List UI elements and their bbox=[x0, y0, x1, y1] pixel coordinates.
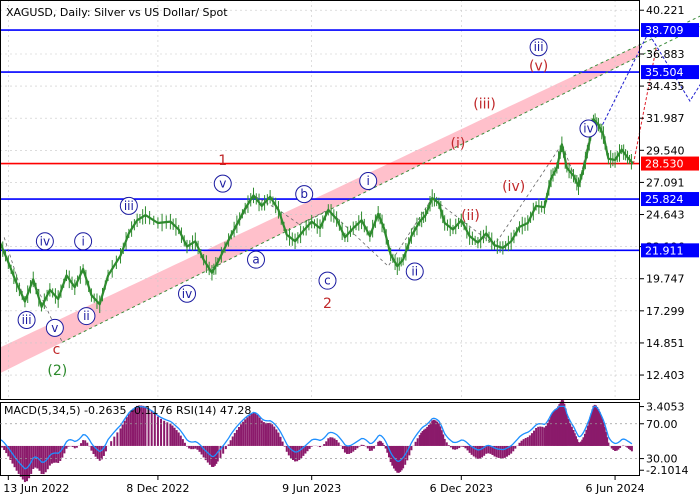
trend-lines bbox=[62, 15, 700, 343]
wave-label-circle bbox=[405, 262, 424, 281]
y-tick-label: 24.643 bbox=[646, 209, 685, 222]
channel-area bbox=[0, 44, 640, 374]
wave-label: iv bbox=[40, 234, 50, 248]
y-tick-label: 14.851 bbox=[646, 337, 685, 350]
wave-label: (iii) bbox=[473, 97, 496, 113]
wave-label: v bbox=[219, 177, 226, 191]
indicator-frame bbox=[0, 402, 640, 476]
x-tick-label: 6 Jun 2024 bbox=[585, 482, 644, 495]
x-tick-label: 8 Dec 2022 bbox=[126, 482, 189, 495]
indicator-tick-label: 70.00 bbox=[646, 418, 678, 431]
wave-label: iv bbox=[583, 122, 593, 136]
wave-label-circle bbox=[247, 250, 265, 269]
level-35504-label: 35.504 bbox=[645, 66, 684, 79]
wave-label: 2 bbox=[323, 296, 332, 312]
y-tick-label: 31.987 bbox=[646, 112, 685, 125]
wave-labels: iv iiiiviic(2)iiiiv1vabc2iii(i)(ii)(iii)(… bbox=[17, 38, 598, 379]
wave-label: i bbox=[367, 174, 370, 188]
wave-label: c bbox=[324, 274, 331, 288]
wave-label: 1 bbox=[218, 153, 227, 169]
indicator-panel: MACD(5,34,5) -0.2635 -0.1176 RSI(14) 47.… bbox=[0, 399, 640, 483]
level-38709-label: 38.709 bbox=[645, 24, 684, 37]
x-tick-label: 6 Dec 2023 bbox=[430, 482, 493, 495]
wave-label-circle bbox=[17, 311, 36, 329]
wave-label: a bbox=[252, 253, 259, 267]
wave-label-circle bbox=[45, 318, 64, 337]
y-tick-label: 34.435 bbox=[646, 80, 685, 93]
main-panel: iv iiiiviic(2)iiiiv1vabc2iii(i)(ii)(iii)(… bbox=[0, 0, 700, 400]
wave-label: (v) bbox=[529, 59, 548, 75]
time-axis: 13 Jun 2022 8 Dec 2022 9 Jun 2023 6 Dec 202… bbox=[3, 476, 645, 495]
y-tick-label: 17.299 bbox=[646, 305, 685, 318]
y-tick-label: 27.091 bbox=[646, 176, 685, 189]
wave-label-circle bbox=[359, 171, 378, 190]
rsi-line bbox=[0, 405, 633, 470]
wave-label-circle bbox=[295, 185, 314, 204]
macd-histogram bbox=[1, 399, 633, 483]
wave-label: b bbox=[300, 187, 308, 201]
rsi-polyline bbox=[0, 405, 633, 470]
wave-label-circle bbox=[119, 196, 138, 215]
level-38709-tag bbox=[641, 23, 699, 38]
wave-label-circle bbox=[178, 284, 197, 303]
wave-label: iv bbox=[182, 287, 192, 301]
wave-line bbox=[211, 119, 594, 273]
horizontal-levels bbox=[0, 29, 640, 252]
wave-label: iii bbox=[124, 199, 134, 213]
level-25824-label: 25.824 bbox=[645, 193, 684, 206]
wave-label: c bbox=[53, 342, 61, 358]
wave-label: ii bbox=[411, 264, 418, 278]
wave-label-circle bbox=[35, 232, 54, 251]
wave-label: (i) bbox=[451, 136, 466, 152]
wave-label: iii bbox=[22, 313, 32, 327]
wave-label: i bbox=[81, 234, 84, 248]
wave-label-circle bbox=[74, 232, 93, 251]
level-28530-label: 28.530 bbox=[645, 158, 684, 171]
wave-label: iii bbox=[534, 40, 544, 54]
wave-label: ii bbox=[83, 309, 90, 323]
x-tick-label: 9 Jun 2023 bbox=[282, 482, 341, 495]
channel-lower-line bbox=[62, 25, 700, 343]
wave-label-circle bbox=[318, 271, 337, 290]
main-frame bbox=[0, 0, 640, 400]
wave-label-circle bbox=[213, 174, 232, 193]
wave-label-circle bbox=[529, 38, 548, 57]
price-series bbox=[0, 113, 635, 314]
level-21911-tag bbox=[641, 243, 699, 258]
level-28530-tag bbox=[641, 156, 699, 171]
y-tick-label: 29.540 bbox=[646, 144, 685, 157]
wave-label: v bbox=[51, 321, 58, 335]
wave-label: (2) bbox=[47, 363, 67, 379]
level-25824-tag bbox=[641, 192, 699, 207]
level-35504-tag bbox=[641, 65, 699, 80]
y-tick-label: 19.747 bbox=[646, 273, 685, 286]
wave-label-circle bbox=[579, 119, 598, 138]
price-axis: 40.221 36.883 34.435 31.987 29.540 27.091 24.6… bbox=[640, 4, 699, 382]
main-grid bbox=[0, 0, 640, 400]
indicator-tick-label: 3.4053 bbox=[646, 401, 685, 414]
wave-label: (iv) bbox=[502, 179, 525, 195]
wave-label-circle bbox=[77, 307, 96, 326]
level-21911-label: 21.911 bbox=[645, 244, 684, 257]
indicator-tick-label: -2.1014 bbox=[646, 464, 688, 477]
x-tick-label: 13 Jun 2022 bbox=[3, 482, 69, 495]
y-tick-label: 12.403 bbox=[646, 369, 685, 382]
indicator-label: MACD(5,34,5) -0.2635 -0.1176 RSI(14) 47.… bbox=[4, 404, 251, 417]
wave-label: (ii) bbox=[461, 208, 480, 224]
indicator-tick-label: 30.00 bbox=[646, 453, 678, 466]
y-tick-label: 36.883 bbox=[646, 48, 685, 61]
y-tick-label: 40.221 bbox=[646, 4, 685, 17]
chart-title: XAGUSD, Daily: Silver vs US Dollar/ Spot bbox=[6, 6, 228, 19]
indicator-axis: 3.4053 70.00 30.00-2.1014 bbox=[0, 401, 688, 477]
